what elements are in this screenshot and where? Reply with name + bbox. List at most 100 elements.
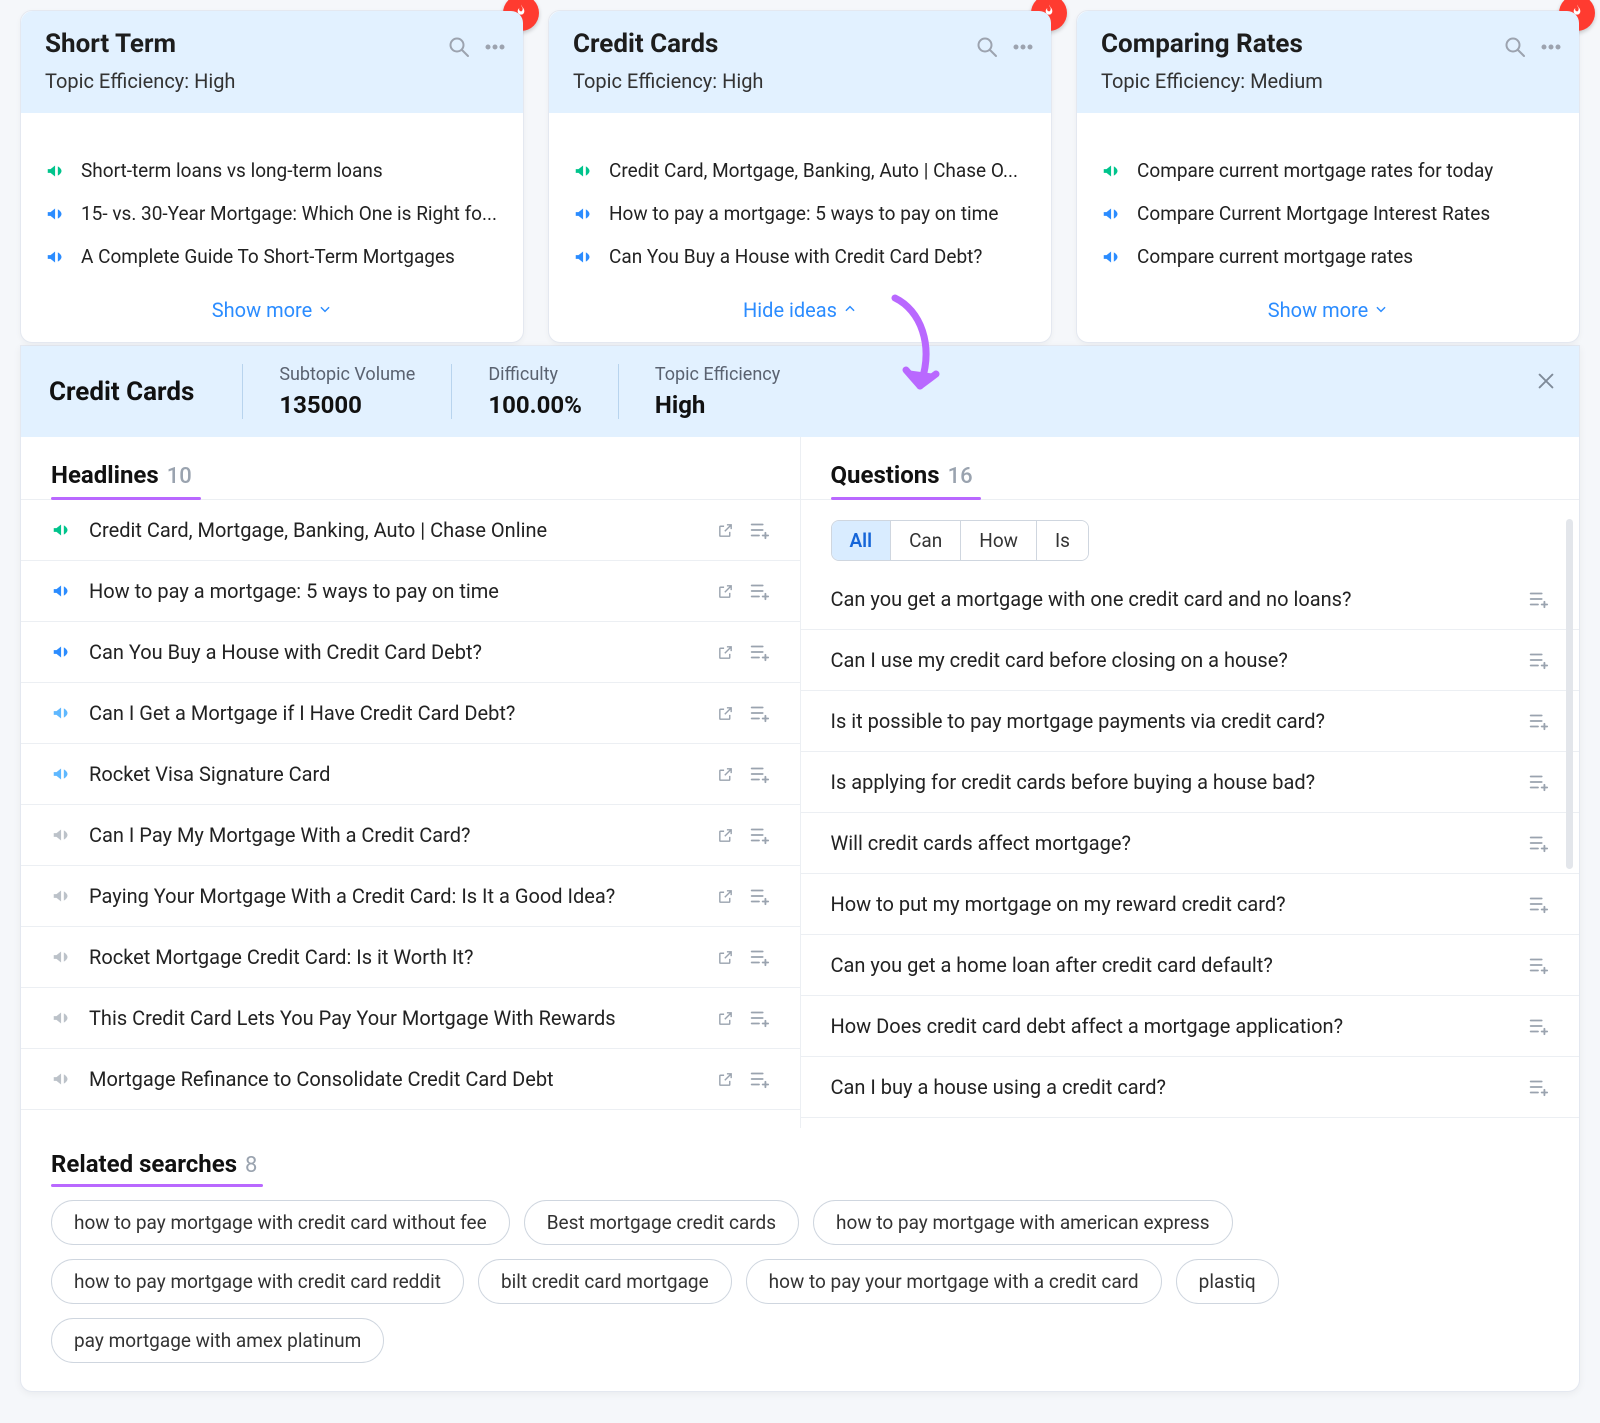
idea-line[interactable]: How to pay a mortgage: 5 ways to pay on …	[573, 192, 1027, 235]
add-to-list-icon[interactable]	[748, 763, 770, 785]
external-link-icon[interactable]	[717, 644, 734, 661]
add-to-list-icon[interactable]	[748, 702, 770, 724]
external-link-icon[interactable]	[717, 766, 734, 783]
topic-card[interactable]: Credit Cards Topic Efficiency: High Cred…	[548, 10, 1052, 343]
related-search-pill[interactable]: how to pay your mortgage with a credit c…	[746, 1259, 1162, 1304]
headline-text: Paying Your Mortgage With a Credit Card:…	[89, 884, 697, 908]
add-to-list-icon[interactable]	[748, 824, 770, 846]
add-to-list-icon[interactable]	[1527, 710, 1549, 732]
question-filter-chip[interactable]: How	[961, 521, 1037, 560]
headline-row[interactable]: Can You Buy a House with Credit Card Deb…	[21, 622, 800, 683]
more-icon[interactable]	[483, 35, 507, 59]
question-filter-chip[interactable]: All	[832, 521, 892, 560]
headline-row[interactable]: Can I Get a Mortgage if I Have Credit Ca…	[21, 683, 800, 744]
idea-line[interactable]: Compare current mortgage rates for today	[1101, 149, 1555, 192]
headline-row[interactable]: Can I Pay My Mortgage With a Credit Card…	[21, 805, 800, 866]
search-icon[interactable]	[447, 35, 471, 59]
headline-row[interactable]: Paying Your Mortgage With a Credit Card:…	[21, 866, 800, 927]
add-to-list-icon[interactable]	[748, 885, 770, 907]
idea-line[interactable]: Credit Card, Mortgage, Banking, Auto | C…	[573, 149, 1027, 192]
question-row[interactable]: Can you get a home loan after credit car…	[801, 935, 1580, 996]
headline-row[interactable]: This Credit Card Lets You Pay Your Mortg…	[21, 988, 800, 1049]
topic-card-head: Credit Cards Topic Efficiency: High	[549, 11, 1051, 113]
megaphone-icon	[51, 946, 75, 968]
headline-row[interactable]: How to pay a mortgage: 5 ways to pay on …	[21, 561, 800, 622]
related-search-pill[interactable]: plastiq	[1176, 1259, 1279, 1304]
question-filter-chip[interactable]: Can	[891, 521, 961, 560]
headline-row[interactable]: Credit Card, Mortgage, Banking, Auto | C…	[21, 500, 800, 561]
chevron-down-icon	[1374, 297, 1388, 321]
add-to-list-icon[interactable]	[748, 580, 770, 602]
topic-card[interactable]: Comparing Rates Topic Efficiency: Medium…	[1076, 10, 1580, 343]
related-search-pill[interactable]: bilt credit card mortgage	[478, 1259, 732, 1304]
more-icon[interactable]	[1539, 35, 1563, 59]
external-link-icon[interactable]	[717, 949, 734, 966]
add-to-list-icon[interactable]	[1527, 832, 1549, 854]
headline-text: Can I Pay My Mortgage With a Credit Card…	[89, 823, 697, 847]
related-search-pill[interactable]: pay mortgage with amex platinum	[51, 1318, 384, 1363]
external-link-icon[interactable]	[717, 888, 734, 905]
stat-volume-label: Subtopic Volume	[279, 364, 415, 385]
hide-ideas-link[interactable]: Hide ideas	[743, 298, 857, 322]
question-text: Is applying for credit cards before buyi…	[831, 770, 1514, 794]
external-link-icon[interactable]	[717, 522, 734, 539]
question-row[interactable]: Is it possible to pay mortgage payments …	[801, 691, 1580, 752]
headline-row[interactable]: Mortgage Refinance to Consolidate Credit…	[21, 1049, 800, 1110]
question-row[interactable]: Can I use my credit card before closing …	[801, 630, 1580, 691]
add-to-list-icon[interactable]	[1527, 954, 1549, 976]
idea-line[interactable]: Compare Current Mortgage Interest Rates	[1101, 192, 1555, 235]
add-to-list-icon[interactable]	[748, 1068, 770, 1090]
add-to-list-icon[interactable]	[748, 1007, 770, 1029]
headline-row[interactable]: Rocket Mortgage Credit Card: Is it Worth…	[21, 927, 800, 988]
show-more-link[interactable]: Show more	[1268, 298, 1388, 322]
topic-cards-row: Short Term Topic Efficiency: High Short-…	[20, 10, 1580, 343]
topic-title: Short Term	[45, 29, 499, 59]
question-row[interactable]: How to put my mortgage on my reward cred…	[801, 874, 1580, 935]
add-to-list-icon[interactable]	[1527, 1076, 1549, 1098]
question-row[interactable]: How Does credit card debt affect a mortg…	[801, 996, 1580, 1057]
add-to-list-icon[interactable]	[1527, 588, 1549, 610]
related-search-pill[interactable]: Best mortgage credit cards	[524, 1200, 799, 1245]
question-row[interactable]: Can you get a mortgage with one credit c…	[801, 569, 1580, 630]
questions-column: Questions 16 AllCanHowIs Can you get a m…	[801, 437, 1580, 1128]
idea-line[interactable]: Short-term loans vs long-term loans	[45, 149, 499, 192]
topic-card[interactable]: Short Term Topic Efficiency: High Short-…	[20, 10, 524, 343]
add-to-list-icon[interactable]	[748, 519, 770, 541]
add-to-list-icon[interactable]	[1527, 771, 1549, 793]
external-link-icon[interactable]	[717, 705, 734, 722]
question-text: How to put my mortgage on my reward cred…	[831, 892, 1514, 916]
add-to-list-icon[interactable]	[748, 641, 770, 663]
idea-text: Can You Buy a House with Credit Card Deb…	[609, 245, 982, 268]
external-link-icon[interactable]	[717, 1010, 734, 1027]
external-link-icon[interactable]	[717, 1071, 734, 1088]
question-row[interactable]: Is applying for credit cards before buyi…	[801, 752, 1580, 813]
external-link-icon[interactable]	[717, 827, 734, 844]
add-to-list-icon[interactable]	[1527, 893, 1549, 915]
related-search-pill[interactable]: how to pay mortgage with american expres…	[813, 1200, 1233, 1245]
search-icon[interactable]	[1503, 35, 1527, 59]
question-row[interactable]: Will credit cards affect mortgage?	[801, 813, 1580, 874]
question-filter-chip[interactable]: Is	[1037, 521, 1088, 560]
related-pills: how to pay mortgage with credit card wit…	[51, 1200, 1549, 1363]
add-to-list-icon[interactable]	[748, 946, 770, 968]
related-search-pill[interactable]: how to pay mortgage with credit card red…	[51, 1259, 464, 1304]
related-search-pill[interactable]: how to pay mortgage with credit card wit…	[51, 1200, 510, 1245]
headline-row[interactable]: Rocket Visa Signature Card	[21, 744, 800, 805]
idea-line[interactable]: 15- vs. 30-Year Mortgage: Which One is R…	[45, 192, 499, 235]
idea-line[interactable]: A Complete Guide To Short-Term Mortgages	[45, 235, 499, 278]
headlines-underline	[51, 497, 201, 500]
external-link-icon[interactable]	[717, 583, 734, 600]
idea-line[interactable]: Can You Buy a House with Credit Card Deb…	[573, 235, 1027, 278]
show-more-link[interactable]: Show more	[212, 298, 332, 322]
search-icon[interactable]	[975, 35, 999, 59]
scrollbar[interactable]	[1566, 519, 1573, 869]
related-underline	[51, 1184, 263, 1187]
questions-count: 16	[948, 464, 973, 489]
more-icon[interactable]	[1011, 35, 1035, 59]
idea-line[interactable]: Compare current mortgage rates	[1101, 235, 1555, 278]
topic-card-head: Short Term Topic Efficiency: High	[21, 11, 523, 113]
question-row[interactable]: Can I buy a house using a credit card?	[801, 1057, 1580, 1118]
add-to-list-icon[interactable]	[1527, 649, 1549, 671]
close-icon[interactable]	[1535, 370, 1557, 397]
add-to-list-icon[interactable]	[1527, 1015, 1549, 1037]
